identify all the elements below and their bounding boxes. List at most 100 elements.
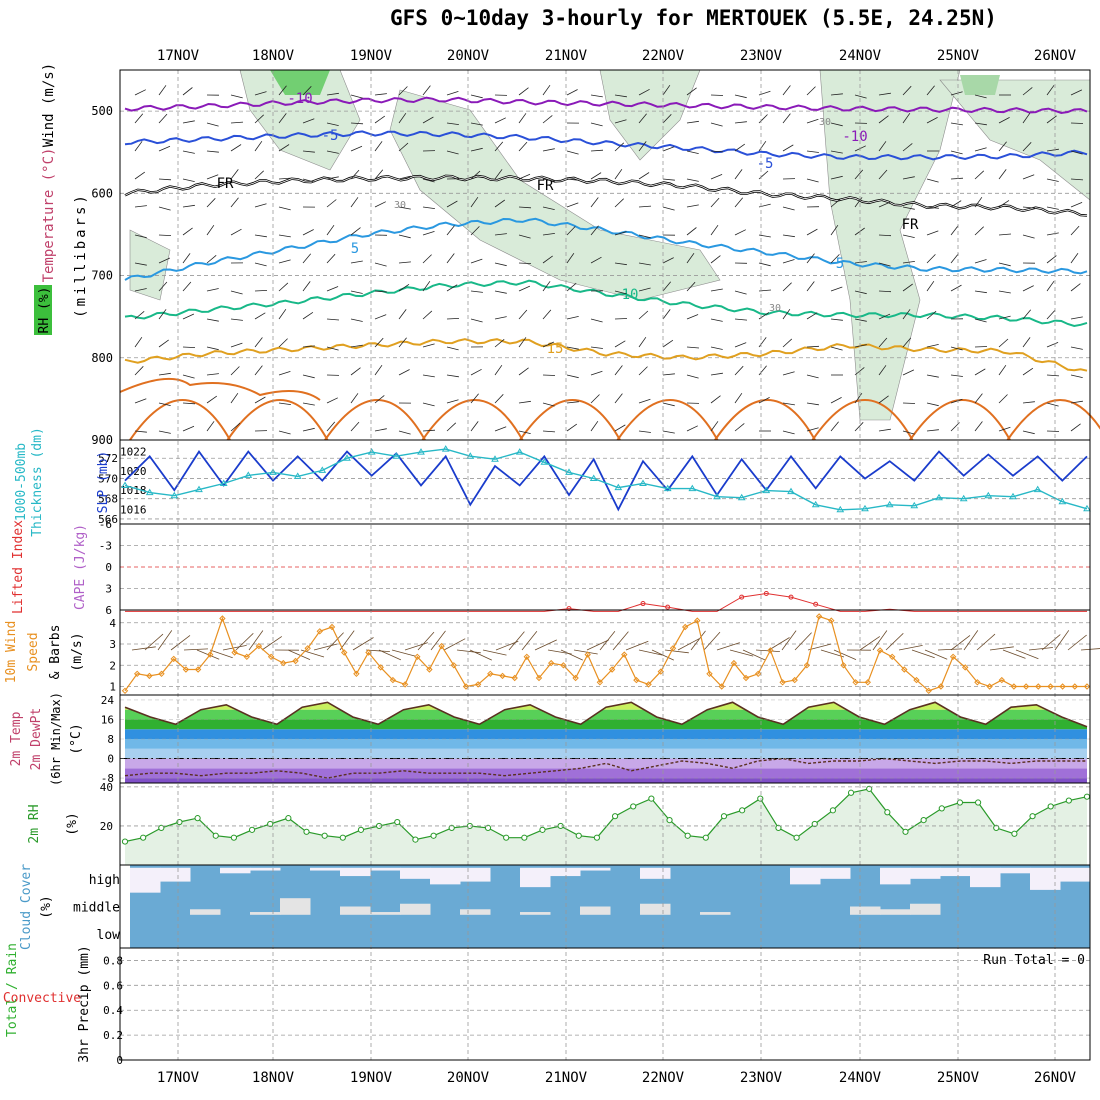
wind-marker-65 [913,676,920,684]
rh-marker-32 [702,834,709,841]
wind-marker-2 [146,672,153,680]
day-gridlines: 17NOV 17NOV 18NOV 18NOV 19NOV 19NOV 20NOV 20NOV… [119,48,1091,1086]
wind-marker-17 [328,623,336,631]
cloud-high-gap-3 [220,867,251,874]
ytick-li--6: -6 [99,518,112,531]
ylabel-precip-2: Convective [3,991,81,1006]
contour-label-5-0: 5 [351,241,359,257]
rh-marker-47 [974,799,982,806]
rh-marker-5 [212,832,219,839]
rh-shading [129,69,1091,421]
thickness-marker-35 [984,491,993,499]
cloud-mid-bar-7 [340,906,371,915]
rh-marker-45 [938,805,945,812]
wind-marker-66 [925,687,932,695]
li-marker-18 [566,606,572,612]
wind-marker-56 [803,662,811,669]
isotherm-15 [124,338,1088,372]
rh-marker-16 [412,836,419,843]
wind-marker-37 [572,674,579,682]
rh-marker-46 [956,799,964,806]
thickness-marker-0 [121,481,129,488]
rh-region-5 [129,229,171,301]
rh-marker-31 [684,832,691,839]
date-bottom-17NOV: 17NOV [157,1070,200,1086]
cloud-level-middle: middle [73,901,120,916]
date-bottom-18NOV: 18NOV [252,1070,295,1086]
series-2m-dewpt [124,757,1087,779]
cloud-mid-bar-24 [850,906,881,915]
rh-marker-21 [503,834,510,841]
wind-marker-40 [608,666,616,673]
cloud-mid-bar-4 [250,912,281,915]
wind-marker-14 [292,657,299,665]
rh-legend-box [34,285,52,335]
date-bottom-21NOV: 21NOV [545,1070,588,1086]
cloud-mid-bar-2 [190,909,221,915]
date-top-19NOV: 19NOV [350,48,393,64]
wind-marker-20 [365,649,372,656]
ylabel-thickness-2: Thickness (dm) [30,427,45,537]
rh-region-1 [389,89,721,301]
wind-marker-50 [730,659,738,667]
wind-marker-62 [876,647,884,654]
cloud-high-gap-9 [400,867,431,879]
isotherm-20-arc-6 [714,399,816,441]
rh-marker-27 [611,813,619,820]
rh-marker-28 [630,803,637,810]
cloud-high-gap-4 [250,867,281,871]
cloud-level-low: low [97,928,121,943]
thickness-marker-20 [614,483,623,491]
wind-marker-51 [742,674,750,682]
ytick-temp-24: 24 [101,694,115,707]
wind-marker-5 [182,666,190,673]
rh-marker-13 [357,826,365,833]
cloud-high-gap-22 [790,867,821,885]
ytick-600: 600 [91,186,113,200]
thickness-marker-37 [1033,485,1042,493]
wind-marker-34 [535,674,543,682]
ylabel-temperature: Temperature (°C) [41,148,57,283]
cloud-high-gap-0 [130,867,161,893]
ylabel-temperature2m: 2m Temp 2m DewPt (6hr Min/Max) (°C) [9,692,84,786]
thickness-marker-10 [367,448,376,455]
wind-marker-39 [596,679,604,686]
ylabel-temp-2: 2m DewPt [29,708,44,771]
cloud-mid-bar-26 [910,903,941,915]
wind-marker-42 [633,676,640,684]
ylabel-millibars-text: (millibars) [73,192,89,318]
ytick-slp-1016: 1016 [120,504,147,517]
cloud-high-gap-25 [880,867,911,885]
isotherm-5 [124,217,1088,281]
ytick-rh-20: 20 [100,820,113,833]
ytick-li-6: 6 [105,604,112,617]
panel-border-pr [119,947,1091,1061]
ytick-precip-0.6: 0.6 [103,979,123,992]
wind-marker-67 [937,683,945,690]
ytick-rh-40: 40 [100,781,113,794]
date-top-17NOV: 17NOV [157,48,200,64]
thickness-marker-34 [959,494,968,502]
rh-marker-34 [739,807,746,814]
thickness-marker-4 [219,479,228,486]
rh-marker-49 [1011,830,1018,837]
wind-marker-71 [986,683,993,690]
thickness-marker-8 [318,466,327,473]
ytick-700: 700 [91,269,113,283]
rh-marker-51 [1047,803,1054,810]
ylabel-thickness: 1000-500mb Thickness (dm) [14,427,45,537]
isotherm--10 [124,96,1088,115]
cloud-mid-bar-13 [520,912,551,915]
thickness-marker-17 [540,458,549,465]
wind-marker-8 [219,615,226,622]
ylabel-rh2m-1: 2m RH [27,804,42,843]
wind-marker-36 [560,662,567,669]
contour-label--5-1: -5 [757,156,774,172]
rh-marker-12 [339,834,346,841]
date-top-20NOV: 20NOV [447,48,490,64]
rh-marker-52 [1065,797,1072,804]
cloud-high-gap-30 [1030,867,1061,890]
wind-marker-18 [340,649,348,656]
rh-marker-10 [303,828,310,835]
